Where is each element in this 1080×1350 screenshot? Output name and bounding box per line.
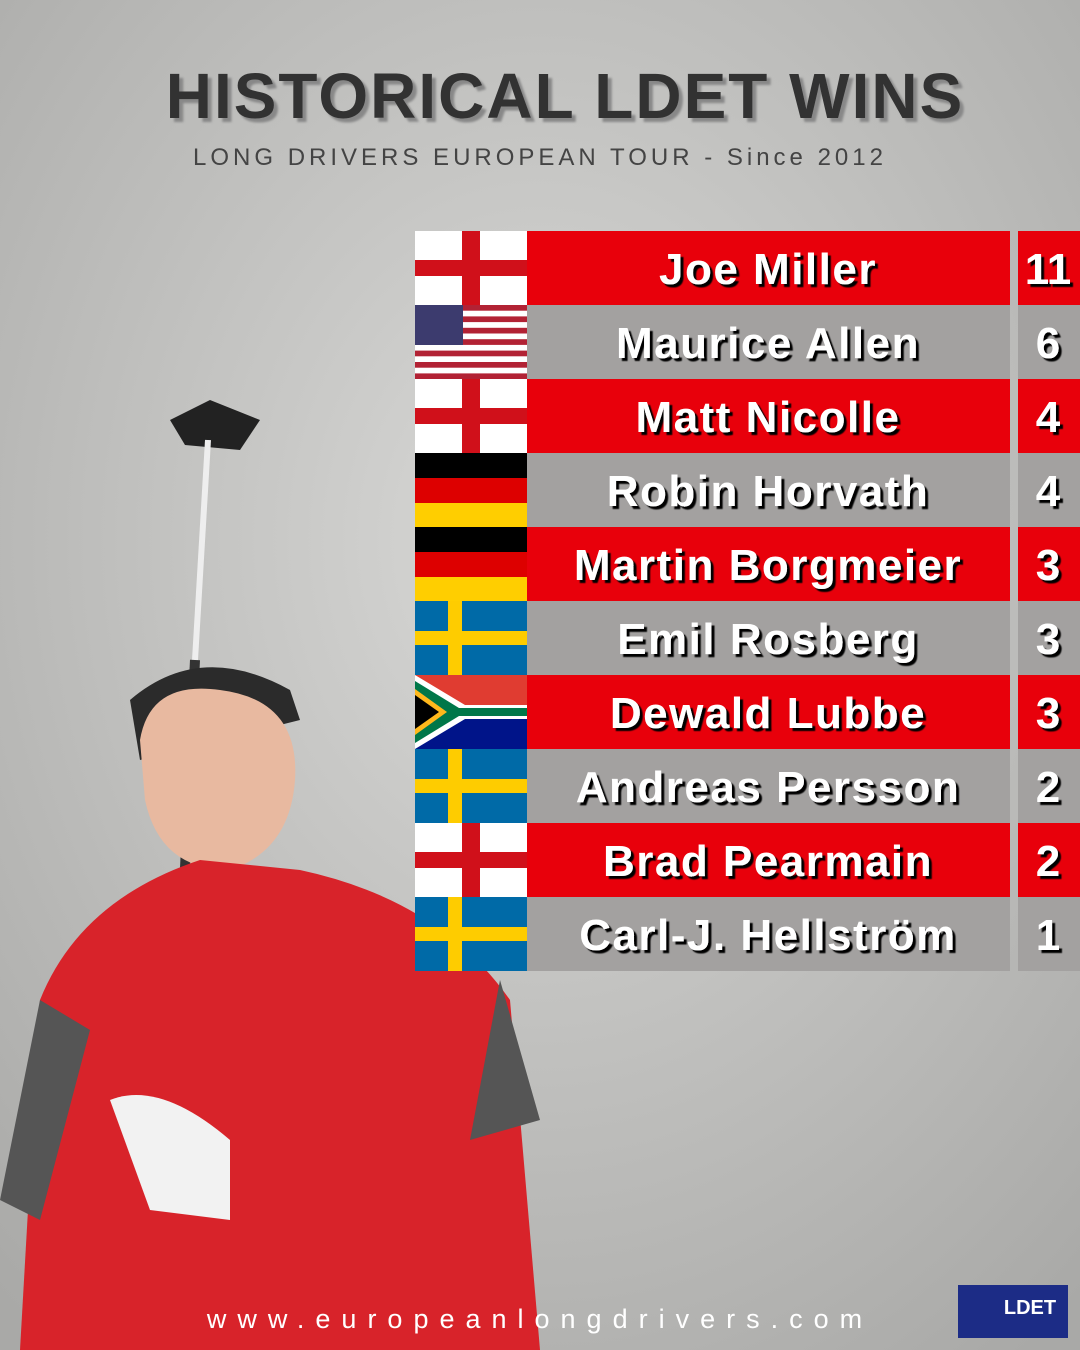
wins-cell: [1018, 749, 1080, 823]
wins: 2: [1036, 837, 1060, 886]
flag: [415, 675, 527, 749]
wins: 3: [1036, 615, 1060, 664]
flag: [415, 601, 527, 675]
player-name: Dewald Lubbe: [610, 689, 926, 738]
subtitle: LONG DRIVERS EUROPEAN TOUR - Since 2012: [193, 144, 887, 171]
wins: 3: [1036, 689, 1060, 738]
name-cell: [527, 675, 1010, 749]
name-cell: [527, 231, 1010, 305]
player-name: Martin Borgmeier: [574, 541, 962, 590]
wins-cell: [1018, 675, 1080, 749]
wins: 11: [1025, 245, 1072, 294]
wins: 2: [1036, 763, 1060, 812]
flag: [415, 231, 527, 305]
flag: [415, 897, 527, 971]
player-name: Andreas Persson: [576, 763, 960, 812]
wins: 4: [1036, 393, 1061, 442]
name-cell: [527, 453, 1010, 527]
flag: [415, 823, 527, 897]
name-cell: [527, 305, 1010, 379]
name-cell: [527, 379, 1010, 453]
wins-cell: [1018, 601, 1080, 675]
wins: 6: [1036, 319, 1060, 368]
wins-cell: [1018, 231, 1080, 305]
player-name: Robin Horvath: [607, 467, 930, 516]
website: www.europeanlongdrivers.com: [206, 1304, 873, 1334]
flag: [415, 453, 527, 527]
title: HISTORICAL LDET WINS: [166, 60, 965, 132]
flag: [415, 527, 527, 601]
logo: LDET: [1004, 1297, 1056, 1319]
player-name: Joe Miller: [659, 245, 877, 294]
ranking-table: Joe Miller 11 Maurice Allen 6 Matt Nicolle 4 R…: [415, 231, 1080, 971]
name-cell: [527, 601, 1010, 675]
wins-cell: [1018, 527, 1080, 601]
wins-cell: [1018, 379, 1080, 453]
player-name: Maurice Allen: [616, 319, 920, 368]
flag: [415, 305, 527, 379]
wins-cell: [1018, 823, 1080, 897]
name-cell: [527, 749, 1010, 823]
logo-box: [958, 1285, 1068, 1338]
wins-cell: [1018, 453, 1080, 527]
name-cell: [527, 897, 1010, 971]
player-name: Matt Nicolle: [636, 393, 901, 442]
player-name: Carl-J. Hellström: [579, 911, 957, 960]
flag: [415, 749, 527, 823]
flag: [415, 379, 527, 453]
wins-cell: [1018, 305, 1080, 379]
player-name: Emil Rosberg: [617, 615, 919, 664]
golfer-illustration: [0, 400, 540, 1350]
wins-cell: [1018, 897, 1080, 971]
wins: 3: [1036, 541, 1060, 590]
wins: 4: [1036, 467, 1061, 516]
name-cell: [527, 527, 1010, 601]
wins: 1: [1036, 911, 1060, 960]
name-cell: [527, 823, 1010, 897]
player-name: Brad Pearmain: [603, 837, 933, 886]
